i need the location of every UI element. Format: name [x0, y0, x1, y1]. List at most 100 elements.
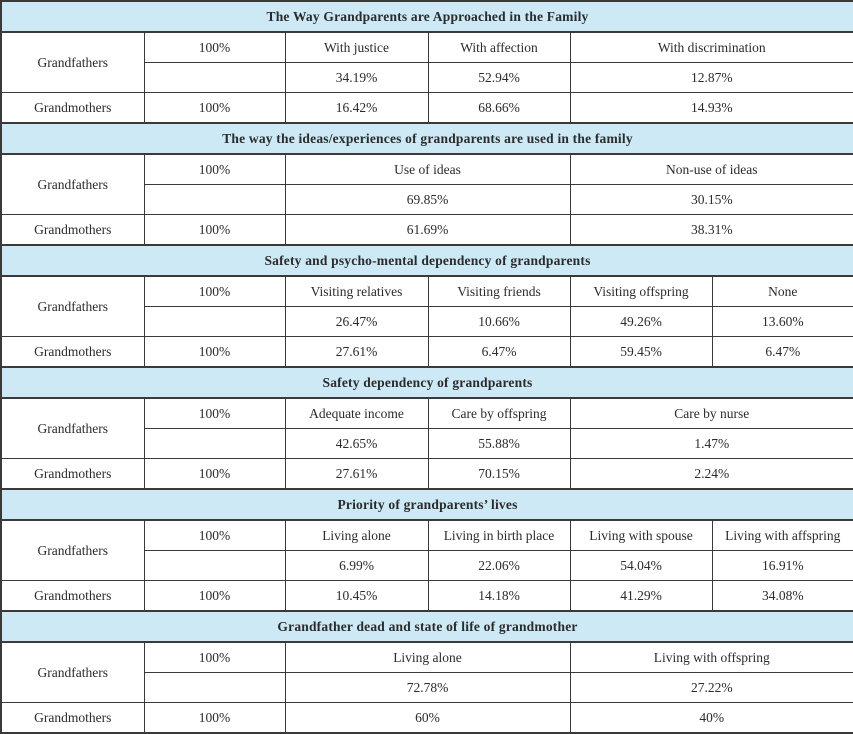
- row-label-grandmothers: Grandmothers: [0, 92, 145, 124]
- value-cell: 59.45%: [569, 336, 713, 368]
- value-cell: 54.04%: [569, 550, 713, 581]
- empty-cell: [143, 62, 286, 93]
- row-label-grandmothers: Grandmothers: [0, 336, 145, 368]
- table-row: Grandfathers 100% Adequate income Care b…: [0, 397, 853, 459]
- value-cell: 22.06%: [427, 550, 571, 581]
- value-cell: 16.91%: [711, 550, 853, 581]
- table-row: 72.78% 27.22%: [1, 672, 853, 703]
- value-cell: 26.47%: [284, 306, 429, 337]
- value-cell: 61.69%: [284, 214, 571, 246]
- value-cell: 40%: [569, 702, 853, 734]
- table-row: 42.65% 55.88% 1.47%: [1, 428, 853, 459]
- row-label-grandfathers: Grandfathers: [0, 519, 145, 581]
- category-header-cell: Adequate income: [284, 397, 429, 429]
- category-header-cell: Living in birth place: [427, 519, 571, 551]
- category-header-cell: Non-use of ideas: [569, 153, 853, 185]
- category-header-cell: None: [711, 275, 853, 307]
- empty-cell: [143, 672, 286, 703]
- category-header-cell: Use of ideas: [284, 153, 571, 185]
- value-cell: 2.24%: [569, 458, 853, 490]
- value-cell: 10.66%: [427, 306, 571, 337]
- category-header-cell: Living alone: [284, 519, 429, 551]
- section-title: The way the ideas/experiences of grandpa…: [0, 122, 853, 155]
- row-label-grandmothers: Grandmothers: [0, 214, 145, 246]
- section-title-row: Grandfather dead and state of life of gr…: [0, 610, 853, 643]
- section-title: Grandfather dead and state of life of gr…: [0, 610, 853, 643]
- value-cell: 27.61%: [284, 336, 429, 368]
- table-row: Grandfathers 100% Living alone Living wi…: [0, 641, 853, 703]
- section-title: Priority of grandparents’ lives: [0, 488, 853, 521]
- value-cell: 14.18%: [427, 580, 571, 612]
- table-row: Grandmothers 100% 10.45% 14.18% 41.29% 3…: [0, 580, 853, 612]
- total-cell: 100%: [143, 153, 286, 185]
- value-cell: 72.78%: [284, 672, 571, 703]
- total-cell: 100%: [143, 31, 286, 63]
- total-cell: 100%: [143, 519, 286, 551]
- table-row: Grandmothers 100% 27.61% 6.47% 59.45% 6.…: [0, 336, 853, 368]
- section-title: Safety dependency of grandparents: [0, 366, 853, 399]
- value-cell: 27.61%: [284, 458, 429, 490]
- section-title-row: The way the ideas/experiences of grandpa…: [0, 122, 853, 155]
- table-row: 69.85% 30.15%: [1, 184, 853, 215]
- table-row: Grandfathers 100% Use of ideas Non-use o…: [0, 153, 853, 215]
- row-label-grandfathers: Grandfathers: [0, 275, 145, 337]
- value-cell: 16.42%: [284, 92, 429, 124]
- empty-cell: [143, 428, 286, 459]
- value-cell: 41.29%: [569, 580, 713, 612]
- category-header-cell: With affection: [427, 31, 571, 63]
- section-title: Safety and psycho-mental dependency of g…: [0, 244, 853, 277]
- table-row: Grandmothers 100% 61.69% 38.31%: [0, 214, 853, 246]
- row-label-grandmothers: Grandmothers: [0, 580, 145, 612]
- value-cell: 70.15%: [427, 458, 571, 490]
- section-title-row: Safety dependency of grandparents: [0, 366, 853, 399]
- section-title: The Way Grandparents are Approached in t…: [0, 0, 853, 33]
- value-cell: 69.85%: [284, 184, 571, 215]
- value-cell: 1.47%: [569, 428, 853, 459]
- table-row: Grandfathers 100% Visiting relatives Vis…: [0, 275, 853, 337]
- value-cell: 30.15%: [569, 184, 853, 215]
- value-cell: 34.19%: [284, 62, 429, 93]
- row-label-grandfathers: Grandfathers: [0, 641, 145, 703]
- section-title-row: Safety and psycho-mental dependency of g…: [0, 244, 853, 277]
- value-cell: 6.47%: [427, 336, 571, 368]
- category-header-cell: Care by offspring: [427, 397, 571, 429]
- total-cell: 100%: [143, 458, 286, 490]
- value-cell: 13.60%: [711, 306, 853, 337]
- value-cell: 68.66%: [427, 92, 571, 124]
- empty-cell: [143, 306, 286, 337]
- total-cell: 100%: [143, 92, 286, 124]
- total-cell: 100%: [143, 397, 286, 429]
- section-title-row: Priority of grandparents’ lives: [0, 488, 853, 521]
- value-cell: 6.47%: [711, 336, 853, 368]
- total-cell: 100%: [143, 214, 286, 246]
- row-label-grandfathers: Grandfathers: [0, 397, 145, 459]
- category-header-cell: Living with affspring: [711, 519, 853, 551]
- category-header-cell: Visiting relatives: [284, 275, 429, 307]
- category-header-cell: Visiting offspring: [569, 275, 713, 307]
- value-cell: 49.26%: [569, 306, 713, 337]
- total-cell: 100%: [143, 580, 286, 612]
- value-cell: 42.65%: [284, 428, 429, 459]
- table-row: Grandfathers 100% Living alone Living in…: [0, 519, 853, 581]
- row-label-grandfathers: Grandfathers: [0, 153, 145, 215]
- value-cell: 34.08%: [711, 580, 853, 612]
- value-cell: 38.31%: [569, 214, 853, 246]
- section-title-row: The Way Grandparents are Approached in t…: [0, 0, 853, 33]
- category-header-cell: With justice: [284, 31, 429, 63]
- total-cell: 100%: [143, 702, 286, 734]
- value-cell: 52.94%: [427, 62, 571, 93]
- row-label-grandmothers: Grandmothers: [0, 702, 145, 734]
- table-row: Grandmothers 100% 16.42% 68.66% 14.93%: [0, 92, 853, 124]
- row-label-grandfathers: Grandfathers: [0, 31, 145, 93]
- row-label-grandmothers: Grandmothers: [0, 458, 145, 490]
- value-cell: 27.22%: [569, 672, 853, 703]
- category-header-cell: With discrimination: [569, 31, 853, 63]
- table-row: Grandmothers 100% 60% 40%: [0, 702, 853, 734]
- value-cell: 6.99%: [284, 550, 429, 581]
- total-cell: 100%: [143, 275, 286, 307]
- empty-cell: [143, 184, 286, 215]
- table-row: 6.99% 22.06% 54.04% 16.91%: [1, 550, 853, 581]
- category-header-cell: Care by nurse: [569, 397, 853, 429]
- category-header-cell: Living alone: [284, 641, 571, 673]
